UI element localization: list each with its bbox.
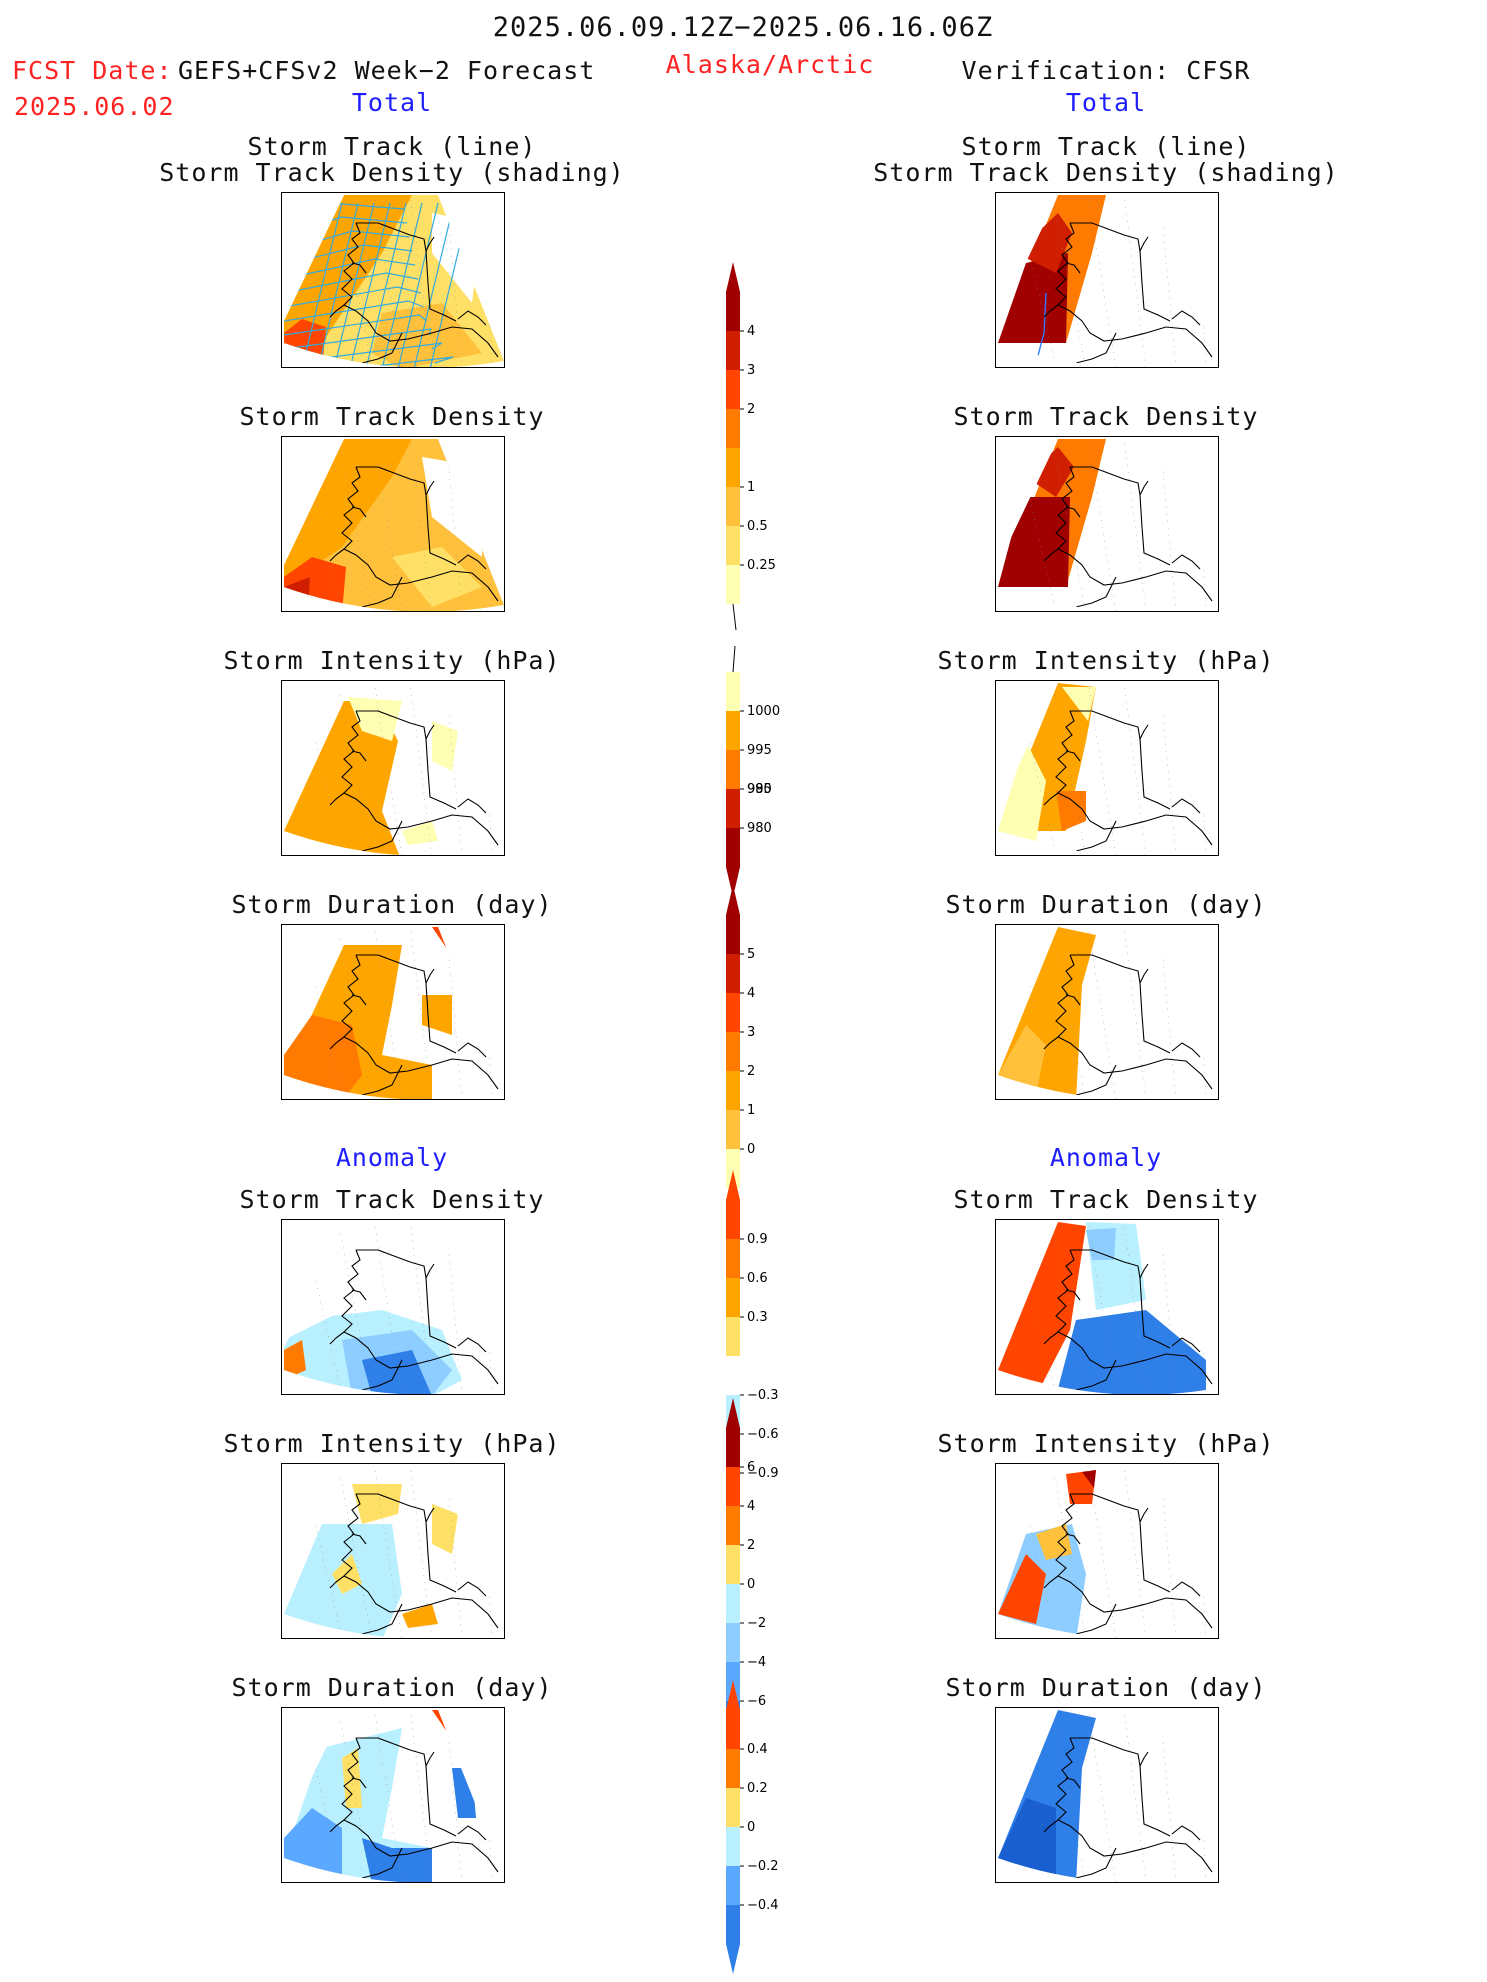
colorbar-tick-label: 2 [747,1064,755,1079]
colorbar-tick-label: −6 [747,1694,766,1709]
title-intensity-anom-left: Storm Intensity (hPa) [223,1429,561,1458]
title-duration-left: Storm Duration (day) [231,890,553,919]
colorbar-tick-label: 4 [747,324,755,339]
colorbar-tick-label: −4 [747,1655,766,1670]
map-density-left [281,436,505,612]
model-name: GEFS+CFSv2 Week−2 Forecast [178,56,596,85]
title-intensity-right: Storm Intensity (hPa) [937,646,1275,675]
map-intensity-left [281,680,505,856]
colorbar-tick-label: 0.5 [747,519,768,534]
title-track-line-right: Storm Track (line) [961,132,1251,161]
colorbar-tick-label: 0.25 [747,558,776,573]
title-duration-anom-left: Storm Duration (day) [231,1673,553,1702]
title-intensity-left: Storm Intensity (hPa) [223,646,561,675]
colorbar-tick-label: −0.2 [747,1859,779,1874]
map-duration-anom-right [995,1707,1219,1883]
colorbar-duration-anomaly: 0.4 0.2 0 −0.2 −0.4 [722,1680,802,1982]
title-density-anom-right: Storm Track Density [953,1185,1259,1214]
colorbar-tick-label: 2 [747,1538,755,1553]
colorbar-tick-label: 990 [747,782,772,797]
colorbar-tick-label: 4 [747,1499,755,1514]
title-intensity-anom-right: Storm Intensity (hPa) [937,1429,1275,1458]
fcst-date-value: 2025.06.02 [14,92,175,121]
colorbar-intensity: 1000 995 990 985 980 [722,642,802,905]
colorbar-tick-label: 0.2 [747,1781,768,1796]
title-track-density-shading-right: Storm Track Density (shading) [873,158,1339,187]
section-anomaly-left: Anomaly [335,1143,449,1172]
section-anomaly-right: Anomaly [1049,1143,1163,1172]
title-duration-right: Storm Duration (day) [945,890,1267,919]
map-duration-left [281,924,505,1100]
colorbar-tick-label: 985 [747,782,772,797]
section-total-right: Total [1065,88,1147,117]
title-density-left: Storm Track Density [239,402,545,431]
forecast-period: 2025.06.09.12Z−2025.06.16.06Z [492,12,994,43]
title-density-right: Storm Track Density [953,402,1259,431]
verification-label: Verification: CFSR [961,56,1251,85]
colorbar-tick-label: −2 [747,1616,766,1631]
colorbar-tick-label: 0.9 [747,1232,768,1247]
title-track-density-shading-left: Storm Track Density (shading) [159,158,625,187]
colorbar-tick-label: 6 [747,1460,755,1475]
colorbar-tick-label: 3 [747,1025,755,1040]
map-density-anom-right [995,1219,1219,1395]
colorbar-tick-label: −0.3 [747,1388,779,1403]
colorbar-tick-label: 995 [747,743,772,758]
colorbar-tick-label: 0.4 [747,1742,768,1757]
region-label: Alaska/Arctic [665,50,875,79]
colorbar-tick-label: 2 [747,402,755,417]
title-density-anom-left: Storm Track Density [239,1185,545,1214]
colorbar-tick-label: 0 [747,1142,755,1157]
colorbar-tick-label: −0.9 [747,1466,779,1481]
colorbar-tick-label: 5 [747,947,755,962]
colorbar-duration: 5 4 3 2 1 0 [722,885,802,1226]
colorbar-tick-label: 1 [747,480,755,495]
title-duration-anom-right: Storm Duration (day) [945,1673,1267,1702]
map-density-anom-left [281,1219,505,1395]
section-total-left: Total [351,88,433,117]
colorbar-tick-label: −0.6 [747,1427,779,1442]
colorbar-tick-label: 4 [747,986,755,1001]
colorbar-tick-label: 1 [747,1103,755,1118]
fcst-date-label: FCST Date: [12,56,173,85]
map-density-right [995,436,1219,612]
map-intensity-anom-right [995,1463,1219,1639]
colorbar-tick-label: 0 [747,1577,755,1592]
title-track-line-left: Storm Track (line) [247,132,537,161]
map-track-right [995,192,1219,368]
colorbar-density: 4 3 2 1 0.5 0.25 [722,262,802,642]
colorbar-tick-label: 980 [747,821,772,836]
map-intensity-right [995,680,1219,856]
colorbar-tick-label: 0.6 [747,1271,768,1286]
colorbar-tick-label: 3 [747,363,755,378]
colorbar-tick-label: 1000 [747,704,780,719]
map-duration-anom-left [281,1707,505,1883]
colorbar-tick-label: −0.4 [747,1898,779,1913]
colorbar-tick-label: 0 [747,1820,755,1835]
map-track-left [281,192,505,368]
colorbar-tick-label: 0.3 [747,1310,768,1325]
map-intensity-anom-left [281,1463,505,1639]
map-duration-right [995,924,1219,1100]
